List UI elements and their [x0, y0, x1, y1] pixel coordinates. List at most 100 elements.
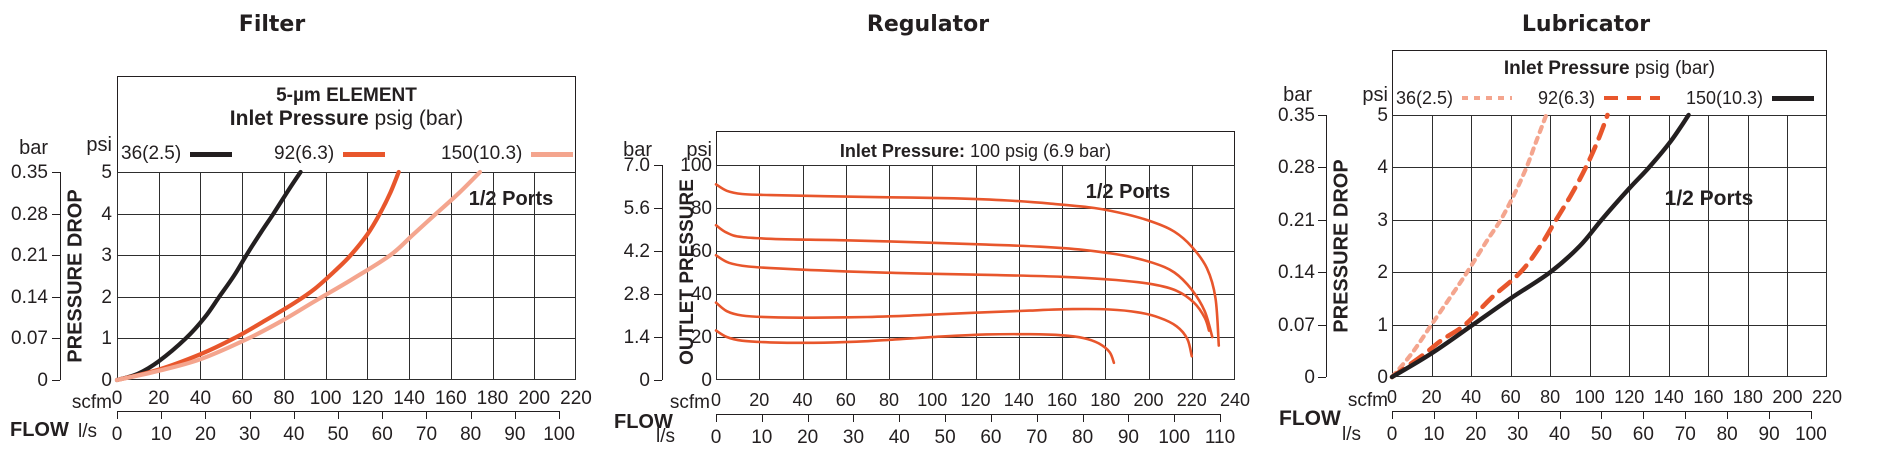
ls-tick-label: 20 — [797, 427, 819, 448]
bar-tick-label: 0.35 — [1278, 105, 1315, 126]
ls-tick-label: 80 — [1716, 424, 1738, 445]
bar-tick-label: 0.07 — [11, 328, 48, 350]
ls-axis-tick — [1601, 411, 1603, 419]
ls-axis-tick — [807, 414, 809, 422]
regulator-scfm-unit-label: scfm — [669, 392, 710, 413]
ls-tick-label: 50 — [1590, 424, 1613, 445]
ls-tick-label: 90 — [1117, 427, 1139, 448]
scfm-tick-label: 220 — [1176, 390, 1207, 410]
line-swatch-solid-orange-icon — [343, 151, 386, 157]
ls-axis-tick — [1810, 411, 1812, 419]
psi-tick-label: 3 — [1377, 209, 1388, 231]
line-swatch-solid-black-icon — [190, 151, 233, 157]
psi-tick-label: 0 — [1377, 367, 1388, 388]
scfm-tick-label: 140 — [1653, 387, 1684, 407]
ls-tick-label: 40 — [283, 424, 305, 445]
ls-tick-label: 40 — [888, 427, 910, 448]
data-curve-36(2.5) — [1389, 112, 1549, 380]
ls-tick-label: 100 — [543, 424, 575, 445]
bar-axis-tick — [52, 338, 60, 340]
psi-tick-label: 5 — [1377, 105, 1388, 126]
legend-item-36psig: 36(2.5) — [1396, 88, 1513, 108]
ls-tick-label: 80 — [1072, 427, 1094, 448]
ls-axis-tick — [853, 414, 855, 422]
ls-axis-tick — [1392, 411, 1393, 419]
psi-tick-label: 5 — [101, 162, 112, 183]
psi-tick-label: 3 — [101, 245, 112, 267]
ls-axis-tick — [338, 411, 340, 419]
bar-tick-label: 0.07 — [1278, 314, 1315, 336]
bar-axis-tick — [1318, 167, 1326, 169]
scfm-tick-label: 0 — [1386, 387, 1397, 407]
ls-axis-tick — [1036, 414, 1038, 422]
scfm-tick-label: 140 — [393, 388, 425, 409]
bar-axis-tick — [52, 213, 60, 215]
scfm-tick-label: 180 — [476, 388, 509, 409]
ls-axis-tick — [761, 414, 763, 422]
bar-axis-tick — [654, 337, 662, 338]
scfm-tick-label: 140 — [1003, 390, 1034, 410]
legend-label: 92(6.3) — [274, 143, 335, 164]
ls-tick-label: 40 — [1549, 424, 1571, 445]
scfm-tick-label: 100 — [917, 390, 948, 410]
filter-chart-title: Filter — [238, 12, 306, 37]
bar-axis-tick — [1318, 115, 1326, 116]
ls-tick-label: 60 — [371, 424, 393, 445]
data-curve-150(10.3) — [114, 169, 483, 383]
legend-item-150psig: 150(10.3) — [441, 143, 574, 164]
bar-tick-label: 0.14 — [1278, 262, 1315, 284]
data-curve-36(2.5) — [114, 169, 303, 383]
ls-tick-label: 30 — [842, 427, 865, 448]
scfm-tick-label: 60 — [1500, 387, 1521, 407]
psi-tick-label: 60 — [690, 241, 712, 262]
ls-axis-tick — [899, 414, 901, 422]
ls-tick-label: 30 — [239, 424, 261, 445]
psi-tick-label: 2 — [1377, 262, 1388, 284]
filter-bar-unit-label: bar — [19, 137, 48, 159]
ls-axis-tick — [117, 411, 118, 419]
ls-tick-label: 70 — [1674, 424, 1696, 445]
regulator-chart-canvas — [714, 165, 1235, 380]
bar-axis-line — [662, 165, 663, 380]
bar-tick-label: 0 — [1304, 367, 1315, 388]
lubricator-scfm-unit-label: scfm — [1347, 390, 1388, 411]
legend-item-36psig: 36(2.5) — [121, 143, 233, 164]
scfm-tick-label: 40 — [189, 388, 212, 409]
ls-tick-label: 70 — [415, 424, 438, 445]
data-curve-92(6.3) — [114, 169, 401, 383]
bar-axis-line — [60, 172, 61, 380]
ls-axis-tick — [1128, 414, 1130, 422]
ls-axis-tick — [1475, 411, 1477, 419]
regulator-psi-unit-label: psi — [686, 139, 712, 161]
regulator-bar-unit-label: bar — [623, 139, 652, 161]
data-curve-92(6.3) — [1389, 112, 1610, 380]
scfm-tick-label: 120 — [960, 390, 991, 410]
line-swatch-dotted-salmon-icon — [1462, 96, 1513, 100]
psi-tick-label: 1 — [1377, 314, 1388, 336]
psi-tick-label: 0 — [101, 370, 112, 391]
legend-item-92psig: 92(6.3) — [274, 143, 386, 164]
scfm-tick-label: 200 — [1133, 390, 1164, 410]
bar-axis-tick — [52, 296, 60, 298]
line-swatch-solid-salmon-icon — [531, 151, 574, 157]
psi-tick-label: 80 — [690, 198, 712, 219]
filter-legend-title-rest: psig (bar) — [368, 107, 464, 130]
data-curve-series-3 — [714, 254, 1211, 332]
bar-axis-tick — [654, 251, 662, 252]
ls-tick-label: 90 — [1758, 424, 1780, 445]
scfm-tick-label: 160 — [1693, 387, 1724, 407]
ls-axis-tick — [514, 411, 516, 419]
legend-label: 150(10.3) — [441, 143, 523, 164]
psi-tick-label: 40 — [690, 284, 712, 305]
bar-tick-label: 4.2 — [623, 241, 650, 262]
regulator-x-axis-title: FLOW — [614, 411, 673, 433]
bar-tick-label: 0.35 — [11, 162, 48, 183]
scfm-tick-label: 120 — [351, 388, 384, 409]
bar-axis-tick — [654, 294, 662, 295]
bar-tick-label: 1.4 — [623, 327, 650, 348]
ls-axis-tick — [1685, 411, 1687, 419]
bar-tick-label: 5.6 — [623, 198, 650, 219]
ls-axis-tick — [559, 411, 561, 419]
scfm-tick-label: 180 — [1732, 387, 1763, 407]
regulator-ls-unit-label: l/s — [656, 426, 675, 447]
